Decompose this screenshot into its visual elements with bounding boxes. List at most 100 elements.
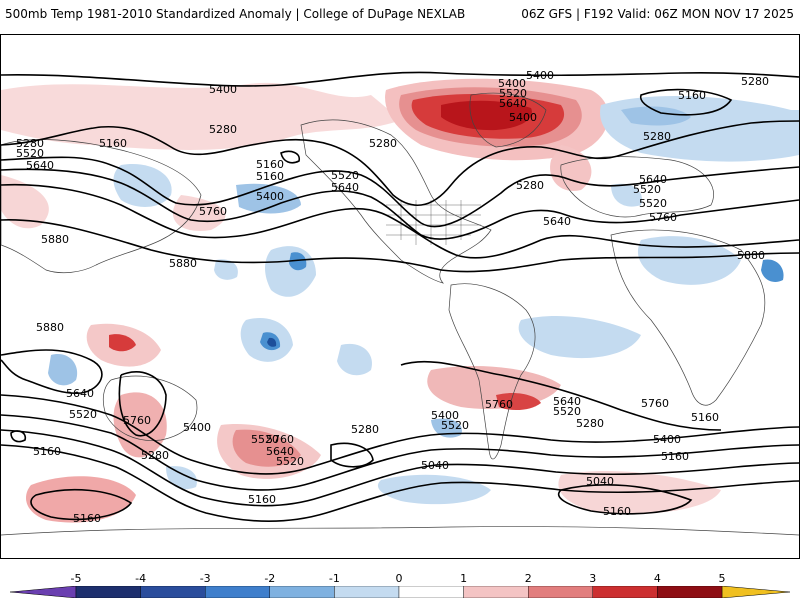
colorbar-tick-label: -3 [199,572,211,585]
contour-label: 5880 [41,233,69,246]
contour-label: 5640 [499,97,527,110]
colorbar-segment [269,586,335,598]
colorbar-tick-label: 2 [524,572,532,585]
contour-line [118,371,167,437]
contour-label: 5400 [431,409,459,422]
contour-label: 5280 [369,137,397,150]
contour-label: 5760 [123,414,151,427]
colorbar-segment [140,586,206,598]
contour-line [1,429,799,507]
anomaly-neg-region [377,474,491,505]
contour-line [557,484,693,515]
colorbar-tick-label: -5 [70,572,82,585]
contour-label: 5400 [256,190,284,203]
anomaly-shading [1,78,799,523]
contour-label: 5520 [441,419,469,432]
contour-line [330,442,374,468]
contour-line [10,430,27,443]
colorbar-segment [657,586,723,598]
contour-line [1,120,799,207]
coastline-europe [560,156,714,218]
contour-label: 5520 [69,408,97,421]
anomaly-neg-region [214,259,238,280]
contour-label: 5520 [276,455,304,468]
contour-line [30,488,133,521]
model-run-info: 06Z GFS | F192 Valid: 06Z MON NOV 17 202… [521,7,794,21]
contour-label: 5160 [99,137,127,150]
contour-label: 5640 [331,181,359,194]
contour-label: 5880 [169,257,197,270]
colorbar-segment [75,586,141,598]
anomaly-neg-region [265,246,316,297]
contour-label: 5160 [73,512,101,525]
anomaly-pos-region [1,82,401,150]
contour-label: 5880 [737,249,765,262]
colorbar-tick-label: 1 [460,572,468,585]
contour-label: 5280 [741,75,769,88]
coastline-asia [1,139,202,274]
anomaly-pos-region [441,100,532,131]
contour-label: 5760 [641,397,669,410]
contour-label: 5160 [256,170,284,183]
contour-label: 5280 [141,449,169,462]
contour-label: 5760 [485,398,513,411]
contour-label: 5760 [199,205,227,218]
header: 500mb Temp 1981-2010 Standardized Anomal… [0,0,800,34]
contour-label: 5400 [653,433,681,446]
colorbar-low-cap [9,586,77,598]
coastline-greenland [469,92,547,148]
contour-label: 5280 [643,130,671,143]
coastline-north-america [300,119,492,284]
colorbar-labels: -5 -4 -3 -2 -1 0 1 2 3 4 5 [0,572,800,586]
contour-label: 5760 [649,211,677,224]
contour-line [1,444,799,523]
height-contours [1,71,799,523]
contour-line [1,414,799,491]
contour-label: 5160 [603,505,631,518]
contour-line [1,168,799,240]
map-panel: 5400 5400 5280 5520 5640 5400 5160 5400 … [0,34,800,559]
anomaly-neg-region [611,183,642,207]
colorbar-segment [592,586,658,598]
colorbar-segment [334,586,400,598]
anomaly-pos-region [109,334,136,352]
contour-line [400,360,722,431]
contour-label: 5640 [553,395,581,408]
contour-label: 5880 [36,321,64,334]
contour-label: 5520 [251,433,279,446]
contour-labels: 5400 5400 5280 5520 5640 5400 5160 5400 … [16,69,769,525]
contour-label: 5400 [509,111,537,124]
anomaly-neg-region [621,106,691,126]
contour-label: 5400 [209,83,237,96]
colorbar-segment [398,586,464,598]
colorbar-segment [463,586,529,598]
contour-line [1,156,799,228]
colorbar-strip [9,586,791,598]
contour-label: 5640 [66,387,94,400]
contour-label: 5640 [26,159,54,172]
contour-label: 5400 [183,421,211,434]
colorbar-tick-label: 3 [589,572,597,585]
colorbar-high-cap [721,586,791,598]
colorbar-tick-label: -1 [328,572,340,585]
colorbar-segment [528,586,594,598]
contour-label: 5160 [691,411,719,424]
anomaly-pos-region [1,175,49,229]
colorbar-tick-label: 4 [653,572,661,585]
coastline-south-america [448,283,536,460]
contour-line [1,183,799,259]
colorbar-tick-label: 5 [718,572,726,585]
contour-line [1,219,799,273]
contour-label: 5760 [266,433,294,446]
contour-label: 5520 [16,147,44,160]
contour-label: 5280 [516,179,544,192]
anomaly-neg-region [761,259,784,282]
anomaly-pos-region [496,392,541,411]
contour-label: 5520 [499,87,527,100]
anomaly-neg-region [518,315,641,359]
contour-label: 5400 [526,69,554,82]
anomaly-pos-region [26,476,136,523]
contour-label: 5160 [661,450,689,463]
colorbar-tick-label: -4 [135,572,147,585]
anomaly-neg-region [113,164,172,207]
